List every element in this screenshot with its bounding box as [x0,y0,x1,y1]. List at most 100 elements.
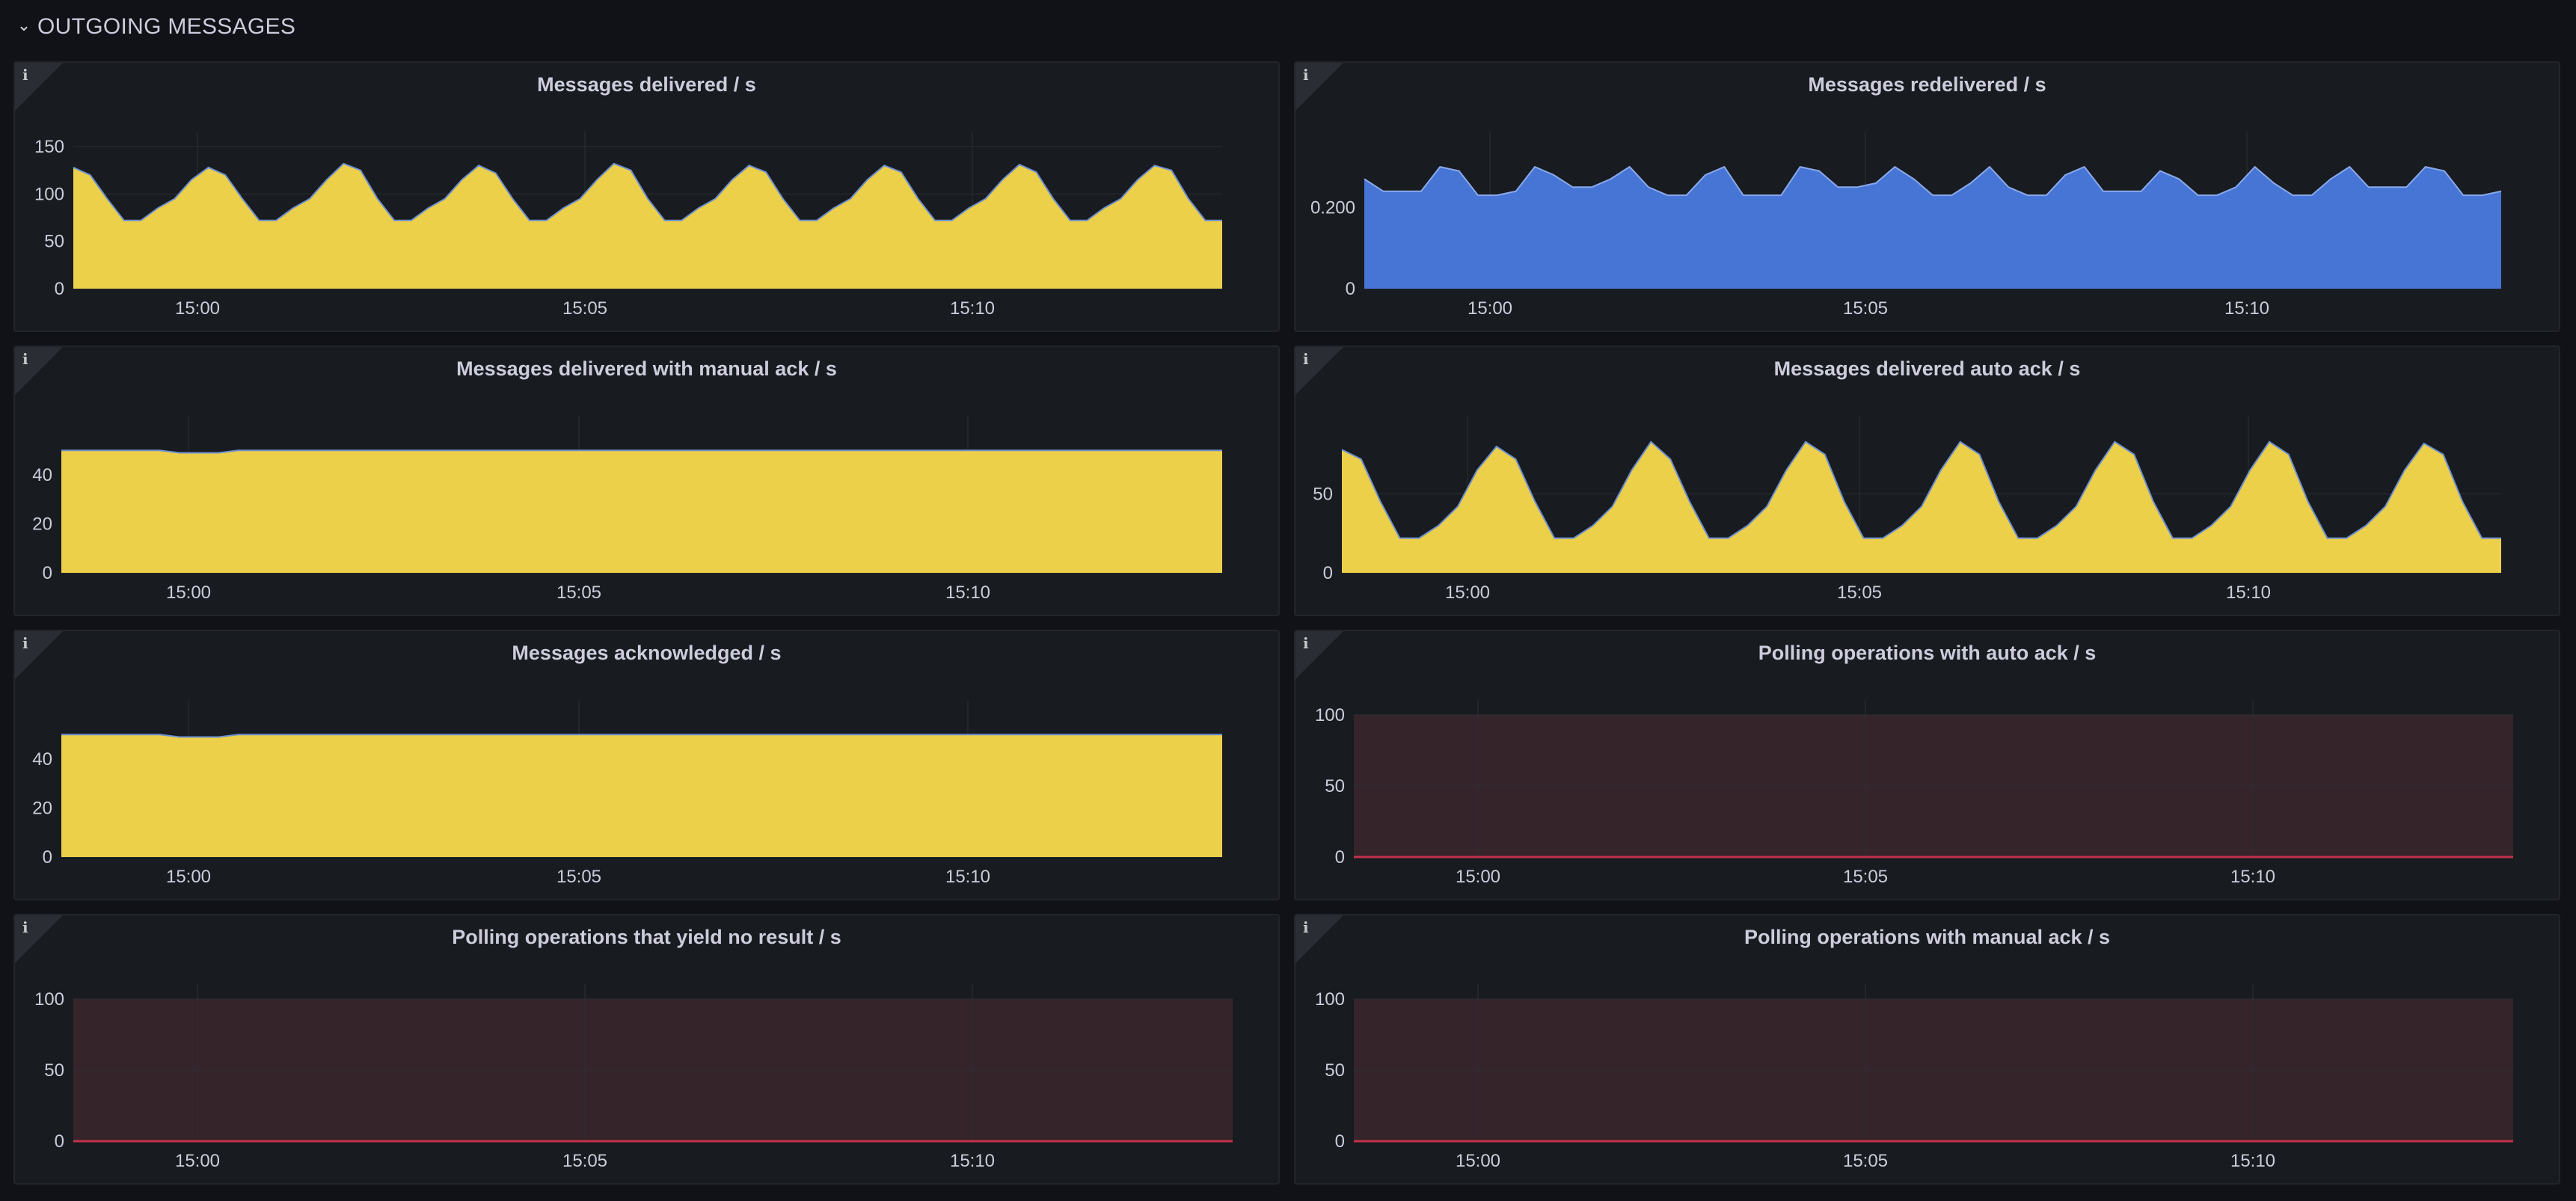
series-line [73,162,1222,221]
panel-corner-decoration [1295,347,1343,395]
chart-svg: 0 50 15:00 15:05 15:10 [1313,416,2501,603]
x-tick-label: 15:10 [950,298,995,319]
y-tick-label: 40 [32,465,52,485]
y-tick-label: 100 [1315,705,1345,725]
series-line [1364,165,2502,197]
info-icon[interactable]: i [22,634,28,652]
series-area [73,163,1222,289]
y-tick-label: 0 [55,279,64,299]
series-area [61,734,1222,857]
chart-svg: 0 20 40 15:00 15:05 15:10 [32,700,1222,887]
x-tick-label: 15:05 [556,867,601,887]
chevron-down-icon: ⌄ [16,16,31,34]
x-tick-label: 15:05 [562,298,607,319]
y-tick-label: 100 [34,184,64,204]
y-tick-label: 0 [43,563,52,583]
x-tick-label: 15:00 [175,1151,220,1171]
panel-2[interactable]: i Messages redelivered / s 0 0.200 15:00 15:0… [1294,61,2560,332]
panel-title: Messages acknowledged / s [512,642,782,664]
y-tick-label: 0 [43,847,52,867]
panel-6[interactable]: i Polling operations with auto ack / s 0 50… [1294,630,2560,900]
panel-corner-decoration [1295,631,1343,679]
x-tick-label: 15:10 [945,867,990,887]
y-tick-label: 0.200 [1310,197,1355,218]
info-icon[interactable]: i [1303,634,1309,652]
panel-corner-decoration [1295,63,1343,111]
series-line [1341,440,2501,539]
x-tick-label: 15:00 [1456,867,1500,887]
panel-3[interactable]: i Messages delivered with manual ack / s 0… [13,345,1280,616]
x-tick-label: 15:10 [2230,867,2275,887]
chart-svg: 0 50 100 15:00 15:05 15:10 [34,984,1233,1171]
y-tick-label: 0 [55,1131,64,1152]
x-tick-label: 15:05 [556,583,601,603]
y-tick-label: 0 [1323,563,1333,583]
x-tick-label: 15:10 [945,583,990,603]
panel-title: Messages delivered / s [537,73,756,96]
series-area [1364,167,2501,289]
x-tick-label: 15:05 [562,1151,607,1171]
panel-7[interactable]: i Polling operations that yield no result… [13,914,1280,1185]
panel-4[interactable]: i Messages delivered auto ack / s 0 50 15:00… [1294,345,2560,616]
x-tick-label: 15:05 [1837,583,1882,603]
panel-title: Polling operations with manual ack / s [1744,926,2111,948]
chart-svg: 0 50 100 15:00 15:05 15:10 [1315,700,2513,887]
x-tick-label: 15:10 [2224,298,2269,319]
y-tick-label: 50 [1313,484,1333,504]
y-tick-label: 50 [44,1060,64,1081]
y-tick-label: 50 [1325,1060,1345,1081]
panel-1[interactable]: i Messages delivered / s 0 50 100 150 15:00 15:… [13,61,1280,332]
x-tick-label: 15:05 [1843,867,1888,887]
info-icon[interactable]: i [22,66,28,84]
chart-svg: 0 20 40 15:00 15:05 15:10 [32,416,1222,603]
panel-title: Polling operations with auto ack / s [1758,642,2097,664]
x-tick-label: 15:05 [1843,1151,1888,1171]
y-tick-label: 150 [34,137,64,157]
panel-8[interactable]: i Polling operations with manual ack / s 0… [1294,914,2560,1185]
series-area [61,450,1222,573]
x-tick-label: 15:00 [166,867,211,887]
info-icon[interactable]: i [1303,66,1309,84]
panel-corner-decoration [1295,915,1343,963]
chart-svg: 0 50 100 15:00 15:05 15:10 [1315,984,2513,1171]
y-tick-label: 20 [32,798,52,818]
info-icon[interactable]: i [22,918,28,936]
section-row-header[interactable]: ⌄ OUTGOING MESSAGES [16,9,295,45]
info-icon[interactable]: i [1303,350,1309,368]
panel-5[interactable]: i Messages acknowledged / s 0 20 40 15:00 15:0… [13,630,1280,900]
x-tick-label: 15:00 [1468,298,1512,319]
x-tick-label: 15:10 [2226,583,2271,603]
x-tick-label: 15:00 [166,583,211,603]
x-tick-label: 15:05 [1843,298,1888,319]
y-tick-label: 0 [1335,847,1345,867]
section-title: OUTGOING MESSAGES [37,14,296,39]
x-tick-label: 15:10 [950,1151,995,1171]
info-icon[interactable]: i [22,350,28,368]
panel-corner-decoration [15,63,63,111]
panel-title: Polling operations that yield no result … [452,926,841,948]
y-tick-label: 50 [1325,776,1345,796]
y-tick-label: 0 [1346,279,1355,299]
panel-corner-decoration [15,915,63,963]
chart-svg: 0 0.200 15:00 15:05 15:10 [1310,132,2502,319]
panel-corner-decoration [15,347,63,395]
x-tick-label: 15:00 [1456,1151,1500,1171]
x-tick-label: 15:10 [2230,1151,2275,1171]
series-line [61,734,1222,738]
y-tick-label: 100 [34,989,64,1010]
y-tick-label: 100 [1315,989,1345,1010]
info-icon[interactable]: i [1303,918,1309,936]
panel-title: Messages redelivered / s [1808,73,2046,96]
panel-corner-decoration [15,631,63,679]
x-tick-label: 15:00 [175,298,220,319]
panel-title: Messages delivered auto ack / s [1773,357,2081,380]
series-line [61,449,1222,454]
y-tick-label: 20 [32,514,52,534]
y-tick-label: 50 [44,232,64,252]
chart-svg: 0 50 100 150 15:00 15:05 15:10 [34,132,1222,319]
x-tick-label: 15:00 [1445,583,1490,603]
y-tick-label: 0 [1335,1131,1345,1152]
panel-title: Messages delivered with manual ack / s [456,357,837,380]
y-tick-label: 40 [32,749,52,770]
